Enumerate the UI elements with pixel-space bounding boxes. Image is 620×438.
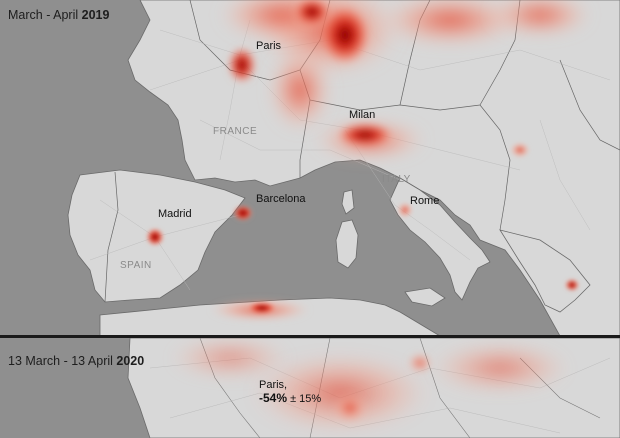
panel-divider: [0, 335, 620, 338]
period-year-2020: 2020: [116, 354, 145, 368]
road-network: [89, 19, 611, 291]
city-label-madrid: Madrid: [158, 208, 192, 220]
city-label-paris: Paris: [256, 40, 282, 52]
note-change: -54%: [259, 391, 288, 405]
city-label-rome: Rome: [410, 195, 440, 207]
note-uncertainty: ± 15%: [290, 393, 322, 405]
period-label-2020: 13 March - 13 April 2020: [8, 354, 144, 368]
land: [67, 0, 620, 336]
city-label-barcelona: Barcelona: [256, 193, 306, 205]
map-2020-graphic: [0, 338, 620, 438]
map-panel-2020: 13 March - 13 April 2020 Paris, -54% ± 1…: [0, 338, 620, 438]
map-2019-graphic: [67, 0, 620, 336]
period-label-2019: March - April 2019: [8, 8, 109, 22]
note-city: Paris,: [259, 379, 288, 391]
map-panel-2019: March - April 2019 Paris Milan Madrid Ba…: [8, 0, 620, 336]
country-label-italy: ITALY: [382, 174, 411, 185]
country-label-spain: SPAIN: [120, 260, 152, 271]
no2-plumes-2020: [170, 338, 570, 433]
period-year-2019: 2019: [81, 8, 110, 22]
period-prefix-2020: 13 March - 13 April: [8, 354, 113, 368]
period-prefix-2019: March - April: [8, 8, 79, 22]
no2-plumes: [146, 0, 590, 320]
country-label-france: FRANCE: [213, 126, 258, 137]
city-label-milan: Milan: [349, 109, 376, 121]
paris-reduction-note: Paris, -54% ± 15%: [259, 379, 321, 406]
